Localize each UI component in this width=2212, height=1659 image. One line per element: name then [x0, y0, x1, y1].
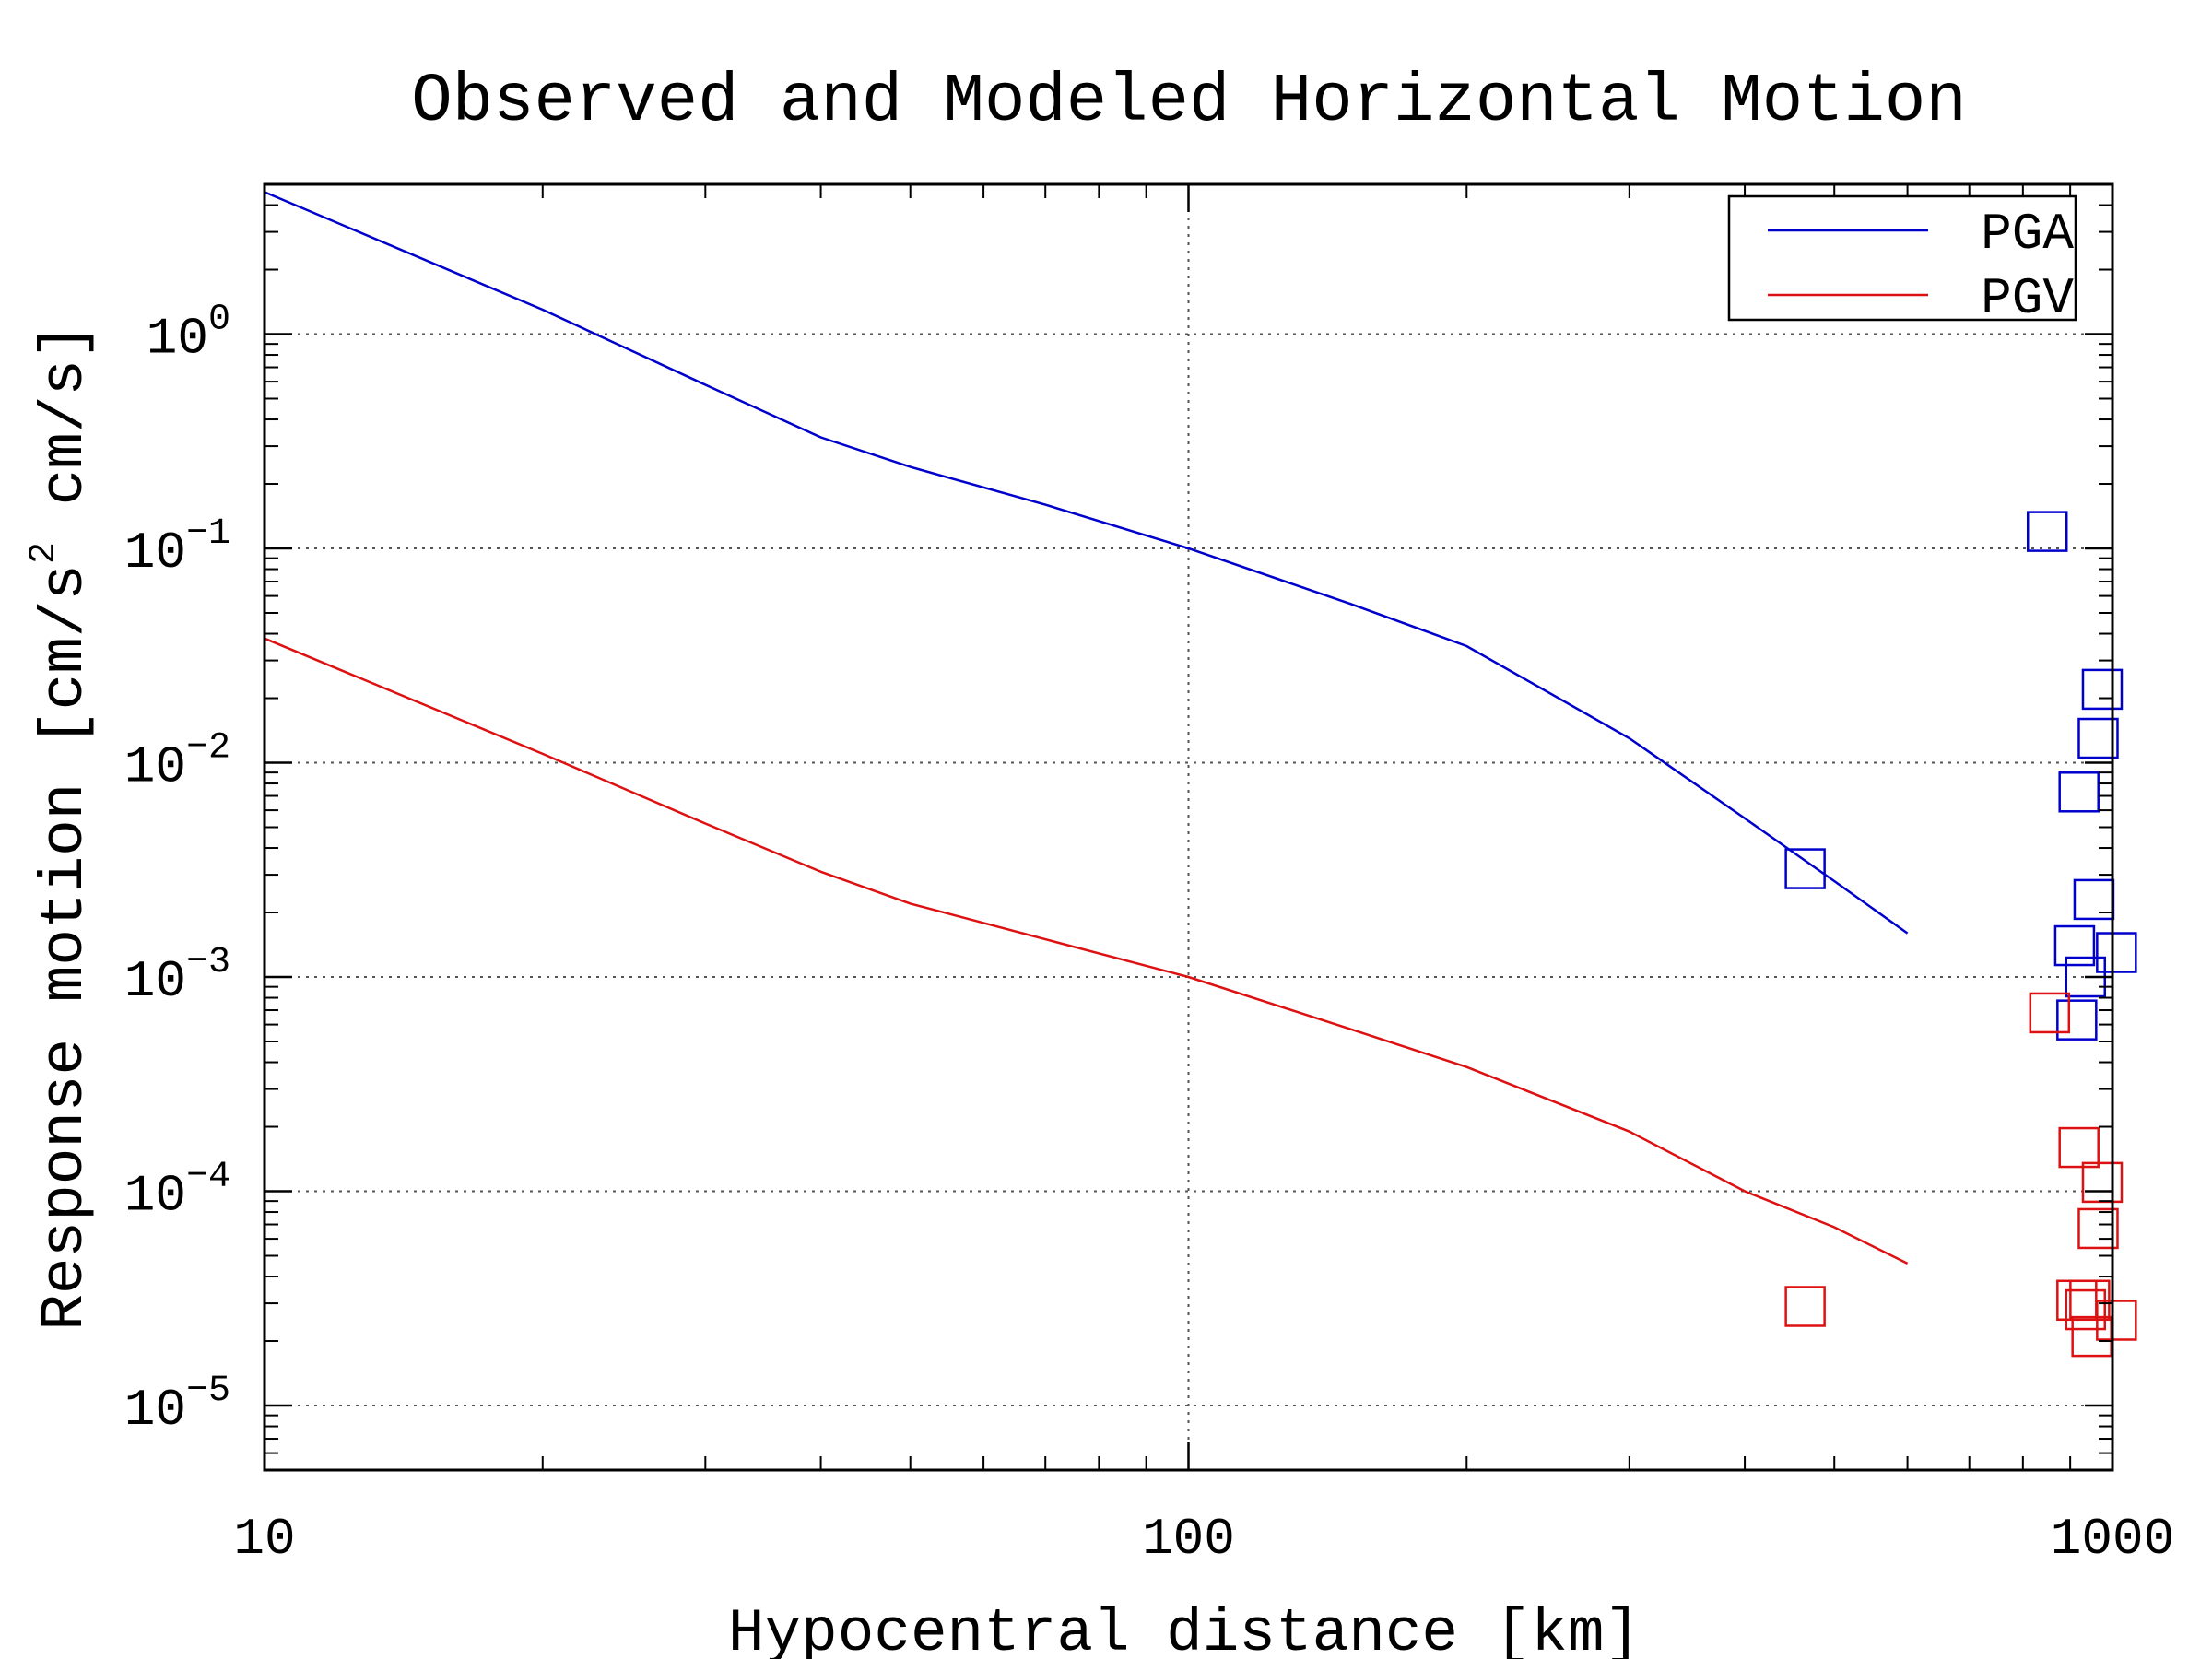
- y-tick-base: 10: [124, 524, 186, 582]
- observed-point-pga: [2026, 511, 2068, 552]
- observed-point-pga: [1784, 848, 1826, 889]
- x-tick-labels: 10 100 1000: [233, 1510, 2174, 1569]
- series-points: [1784, 511, 2137, 1358]
- legend-label-pgv: PGV: [1981, 269, 2074, 328]
- y-tick-label: 10−5: [124, 1371, 230, 1440]
- observed-point-pga: [2056, 999, 2098, 1041]
- chart-title: Observed and Modeled Horizontal Motion: [411, 64, 1966, 141]
- x-tick-label: 10: [233, 1510, 295, 1569]
- y-tick-exponent: −2: [186, 728, 230, 770]
- observed-point-pga: [2081, 668, 2124, 711]
- y-tick-exponent: 0: [208, 300, 230, 341]
- y-tick-exponent: −5: [186, 1371, 230, 1412]
- observed-point-pga: [2058, 771, 2100, 813]
- x-axis-label: Hypocentral distance [km]: [728, 1599, 1641, 1659]
- y-tick-base: 10: [124, 952, 186, 1011]
- y-tick-label: 10−4: [124, 1157, 230, 1226]
- axis-ticks: [263, 184, 2114, 1470]
- series-line-pga: [264, 191, 1909, 935]
- observed-point-pga: [2077, 717, 2119, 759]
- series-lines: [264, 191, 1909, 1265]
- grid: [265, 184, 2112, 1470]
- y-axis-label: Response motion [cm/s2 cm/s]: [24, 323, 100, 1330]
- y-tick-exponent: −1: [186, 513, 230, 555]
- y-tick-label: 10−3: [124, 942, 230, 1011]
- y-tick-base: 10: [124, 1381, 186, 1440]
- y-tick-label: 10−2: [124, 728, 230, 797]
- y-axis-label-tail: cm/s]: [30, 323, 100, 542]
- observed-point-pga: [2053, 924, 2096, 967]
- observed-point-pgv: [1784, 1286, 1826, 1327]
- legend-box: [1727, 194, 2077, 322]
- y-tick-base: 10: [124, 1167, 186, 1226]
- x-tick-label: 100: [1142, 1510, 1235, 1569]
- observed-point-pgv: [2077, 1207, 2119, 1250]
- observed-point-pgv: [2058, 1126, 2100, 1169]
- y-tick-exponent: −3: [186, 942, 230, 983]
- observed-point-pga: [2096, 932, 2137, 973]
- y-tick-base: 10: [124, 738, 186, 797]
- observed-point-pgv: [2096, 1300, 2137, 1341]
- series-line-pgv: [264, 637, 1909, 1265]
- observed-point-pgv: [2029, 992, 2071, 1034]
- y-tick-label: 100: [147, 300, 230, 369]
- y-tick-exponent: −4: [186, 1157, 230, 1198]
- y-axis-label-superscript: 2: [24, 542, 65, 564]
- y-tick-base: 10: [147, 310, 208, 369]
- y-axis-label-main: Response motion [cm/s: [30, 564, 100, 1331]
- legend-label-pga: PGA: [1981, 205, 2074, 264]
- x-tick-label: 1000: [2051, 1510, 2174, 1569]
- y-tick-label: 10−1: [124, 513, 230, 582]
- observed-point-pgv: [2065, 1288, 2106, 1331]
